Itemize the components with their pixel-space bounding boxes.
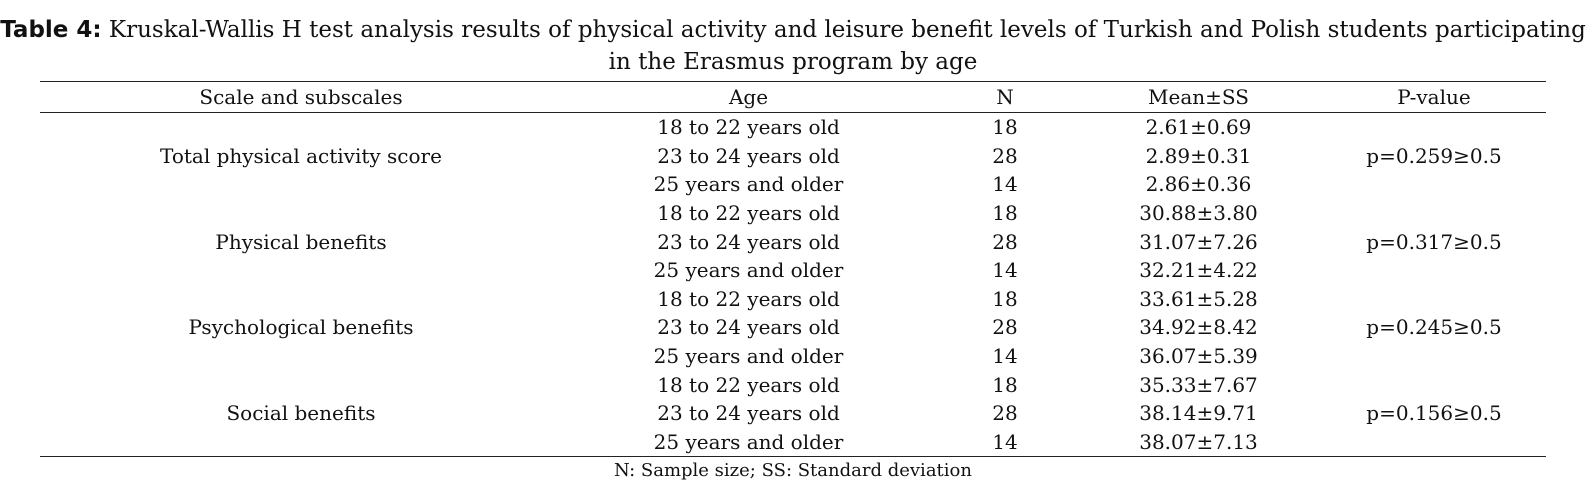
mean-ss-cell: 30.88±3.80 bbox=[1139, 201, 1258, 226]
n-cell: 18 bbox=[992, 286, 1018, 311]
age-cell: 18 to 22 years old bbox=[657, 372, 840, 397]
p-value-cell: p=0.156≥0.5 bbox=[1322, 370, 1546, 458]
table-row: 25 years and older 14 2.86±0.36 bbox=[40, 170, 1546, 199]
n-cell: 28 bbox=[992, 229, 1018, 254]
n-cell: 18 bbox=[992, 115, 1018, 140]
header-scale: Scale and subscales bbox=[40, 81, 562, 113]
scale-cell: Social benefits bbox=[40, 370, 562, 458]
age-cell: 23 to 24 years old bbox=[657, 229, 840, 254]
age-cell: 23 to 24 years old bbox=[657, 315, 840, 340]
age-cell: 25 years and older bbox=[653, 344, 844, 369]
p-value-cell: p=0.259≥0.5 bbox=[1366, 143, 1502, 168]
table-row: 23 to 24 years old 28 2.89±0.31 bbox=[40, 142, 1546, 171]
age-cell: 18 to 22 years old bbox=[657, 286, 840, 311]
table-row: 25 years and older 14 36.07±5.39 bbox=[40, 342, 1546, 371]
header-n: N bbox=[935, 81, 1075, 113]
scale-cell: Psychological benefits bbox=[188, 315, 414, 340]
age-cell: 18 to 22 years old bbox=[657, 115, 840, 140]
n-cell: 14 bbox=[935, 427, 1075, 458]
n-cell: 28 bbox=[992, 143, 1018, 168]
mean-ss-cell: 2.86±0.36 bbox=[1145, 172, 1252, 197]
results-table: Scale and subscales Age N Mean±SS P-valu… bbox=[40, 81, 1546, 458]
age-cell: 23 to 24 years old bbox=[657, 401, 840, 426]
mean-ss-cell: 38.07±7.13 bbox=[1075, 427, 1322, 458]
age-cell: 25 years and older bbox=[653, 172, 844, 197]
n-cell: 14 bbox=[992, 172, 1018, 197]
table-row: 23 to 24 years old 28 38.14±9.71 bbox=[40, 399, 1546, 428]
p-value-cell: p=0.317≥0.5 bbox=[1366, 229, 1502, 254]
n-cell: 28 bbox=[992, 401, 1018, 426]
mean-ss-cell: 38.14±9.71 bbox=[1139, 401, 1258, 426]
table-caption-text: Kruskal-Wallis H test analysis results o… bbox=[101, 17, 1586, 75]
header-mean-ss: Mean±SS bbox=[1075, 81, 1322, 113]
scale-cell: Total physical activity score bbox=[160, 143, 442, 168]
header-p-value: P-value bbox=[1322, 81, 1546, 113]
age-cell: 25 years and older bbox=[562, 427, 935, 458]
n-cell: 14 bbox=[992, 344, 1018, 369]
table-row: 25 years and older 14 38.07±7.13 bbox=[40, 427, 1546, 458]
table-caption-label: Table 4: bbox=[0, 17, 102, 43]
mean-ss-cell: 33.61±5.28 bbox=[1139, 286, 1258, 311]
scale-cell: Physical benefits bbox=[215, 229, 387, 254]
mean-ss-cell: 32.21±4.22 bbox=[1139, 258, 1258, 283]
n-cell: 18 bbox=[992, 201, 1018, 226]
table-row: Social benefits 18 to 22 years old 18 35… bbox=[40, 370, 1546, 458]
table-row: Physical benefits 18 to 22 years old 18 … bbox=[40, 199, 1546, 254]
age-cell: 18 to 22 years old bbox=[657, 201, 840, 226]
n-cell: 28 bbox=[992, 315, 1018, 340]
p-value-cell: p=0.245≥0.5 bbox=[1366, 315, 1502, 340]
table-footnote: N: Sample size; SS: Standard deviation bbox=[614, 460, 972, 481]
n-cell: 18 bbox=[992, 372, 1018, 397]
table-row: Total physical activity score 18 to 22 y… bbox=[40, 113, 1546, 168]
age-cell: 23 to 24 years old bbox=[657, 143, 840, 168]
mean-ss-cell: 2.61±0.69 bbox=[1145, 115, 1252, 140]
table-row: 23 to 24 years old 28 34.92±8.42 bbox=[40, 313, 1546, 342]
table-caption: Table 4: Kruskal-Wallis H test analysis … bbox=[0, 14, 1586, 78]
table-header-row: Scale and subscales Age N Mean±SS P-valu… bbox=[40, 81, 1546, 113]
results-table-container: Scale and subscales Age N Mean±SS P-valu… bbox=[40, 81, 1546, 458]
mean-ss-cell: 36.07±5.39 bbox=[1139, 344, 1258, 369]
mean-ss-cell: 2.89±0.31 bbox=[1145, 143, 1252, 168]
age-cell: 25 years and older bbox=[653, 258, 844, 283]
table-row: 23 to 24 years old 28 31.07±7.26 bbox=[40, 227, 1546, 256]
mean-ss-cell: 34.92±8.42 bbox=[1139, 315, 1258, 340]
mean-ss-cell: 31.07±7.26 bbox=[1139, 229, 1258, 254]
n-cell: 14 bbox=[992, 258, 1018, 283]
table-row: 25 years and older 14 32.21±4.22 bbox=[40, 256, 1546, 285]
mean-ss-cell: 35.33±7.67 bbox=[1139, 372, 1258, 397]
table-row: Psychological benefits 18 to 22 years ol… bbox=[40, 285, 1546, 340]
header-age: Age bbox=[562, 81, 935, 113]
